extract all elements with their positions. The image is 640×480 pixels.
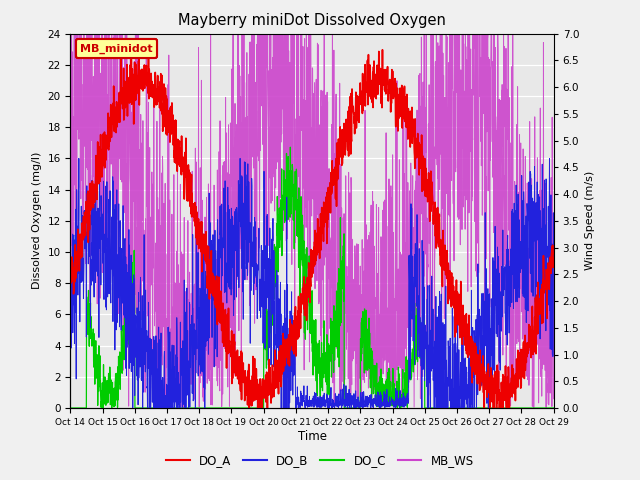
X-axis label: Time: Time [298,430,326,443]
Y-axis label: Wind Speed (m/s): Wind Speed (m/s) [585,171,595,270]
Title: Mayberry miniDot Dissolved Oxygen: Mayberry miniDot Dissolved Oxygen [178,13,446,28]
Legend: DO_A, DO_B, DO_C, MB_WS: DO_A, DO_B, DO_C, MB_WS [161,449,479,472]
Legend: MB_minidot: MB_minidot [76,39,157,58]
Y-axis label: Dissolved Oxygen (mg/l): Dissolved Oxygen (mg/l) [32,152,42,289]
